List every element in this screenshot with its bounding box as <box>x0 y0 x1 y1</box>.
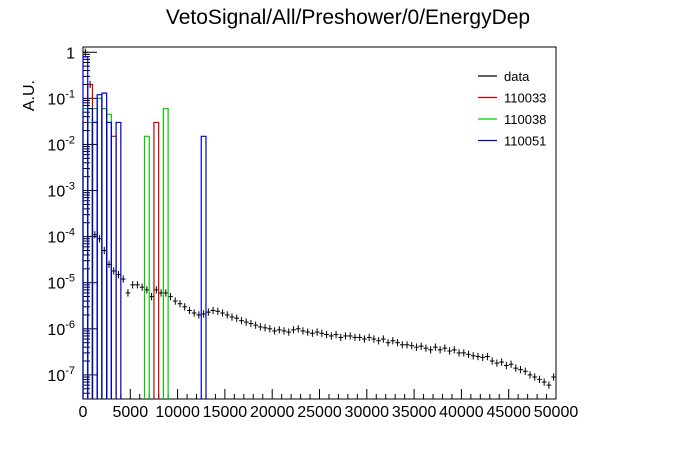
histogram-bar <box>106 121 112 399</box>
x-tick-label: 0 <box>79 404 88 421</box>
histogram-bar <box>87 107 94 399</box>
x-tick-label: 15000 <box>203 404 248 421</box>
y-axis-label: A.U. <box>21 80 38 111</box>
y-axis-ticks: 10-7 10-6 10-5 10-4 10-3 10-2 10-1 1 <box>47 45 97 400</box>
legend-label-110033: 110033 <box>504 91 546 106</box>
legend-label-data: data <box>504 69 530 84</box>
histogram-bar <box>91 121 98 399</box>
histogram-bar <box>200 135 207 399</box>
x-tick-label: 5000 <box>113 404 149 421</box>
series-data <box>83 48 556 389</box>
y-tick-label: 10-4 <box>47 227 75 247</box>
x-tick-label: 40000 <box>439 404 484 421</box>
histogram-bar <box>115 121 122 399</box>
histogram-bar <box>106 113 112 399</box>
histogram-bar <box>143 135 150 399</box>
histogram-bar <box>91 121 98 399</box>
x-tick-label: 45000 <box>486 404 531 421</box>
histogram-bar <box>96 97 103 399</box>
legend-label-110051: 110051 <box>504 134 546 149</box>
x-tick-label: 50000 <box>534 404 579 421</box>
x-tick-label: 30000 <box>345 404 390 421</box>
histogram-bar <box>153 121 160 399</box>
x-tick-label: 20000 <box>250 404 295 421</box>
histogram-bar <box>96 94 103 399</box>
x-tick-label: 25000 <box>297 404 342 421</box>
y-tick-label: 10-1 <box>47 88 75 108</box>
y-tick-label: 10-2 <box>47 134 75 154</box>
series-layer <box>82 48 556 399</box>
histogram-bar <box>101 92 108 399</box>
chart-title: VetoSignal/All/Preshower/0/EnergyDep <box>166 6 530 29</box>
histogram-bar <box>162 107 169 399</box>
x-axis-ticks: 0 5000 10000 15000 20000 25000 30000 35000 40000… <box>79 389 579 421</box>
x-tick-label: 10000 <box>155 404 200 421</box>
y-tick-label: 1 <box>66 45 75 62</box>
x-tick-label: 35000 <box>392 404 437 421</box>
histogram-bar <box>91 107 98 399</box>
legend: data 110033 110038 110051 <box>478 69 546 149</box>
y-tick-label: 10-5 <box>47 273 75 293</box>
histogram-bar <box>87 83 94 399</box>
y-tick-label: 10-6 <box>47 319 75 339</box>
y-tick-label: 10-3 <box>47 181 75 201</box>
legend-label-110038: 110038 <box>504 112 546 127</box>
series-110038 <box>82 97 169 399</box>
series-110051 <box>82 56 207 399</box>
histogram-bar <box>82 107 89 399</box>
y-tick-label: 10-7 <box>47 365 75 385</box>
